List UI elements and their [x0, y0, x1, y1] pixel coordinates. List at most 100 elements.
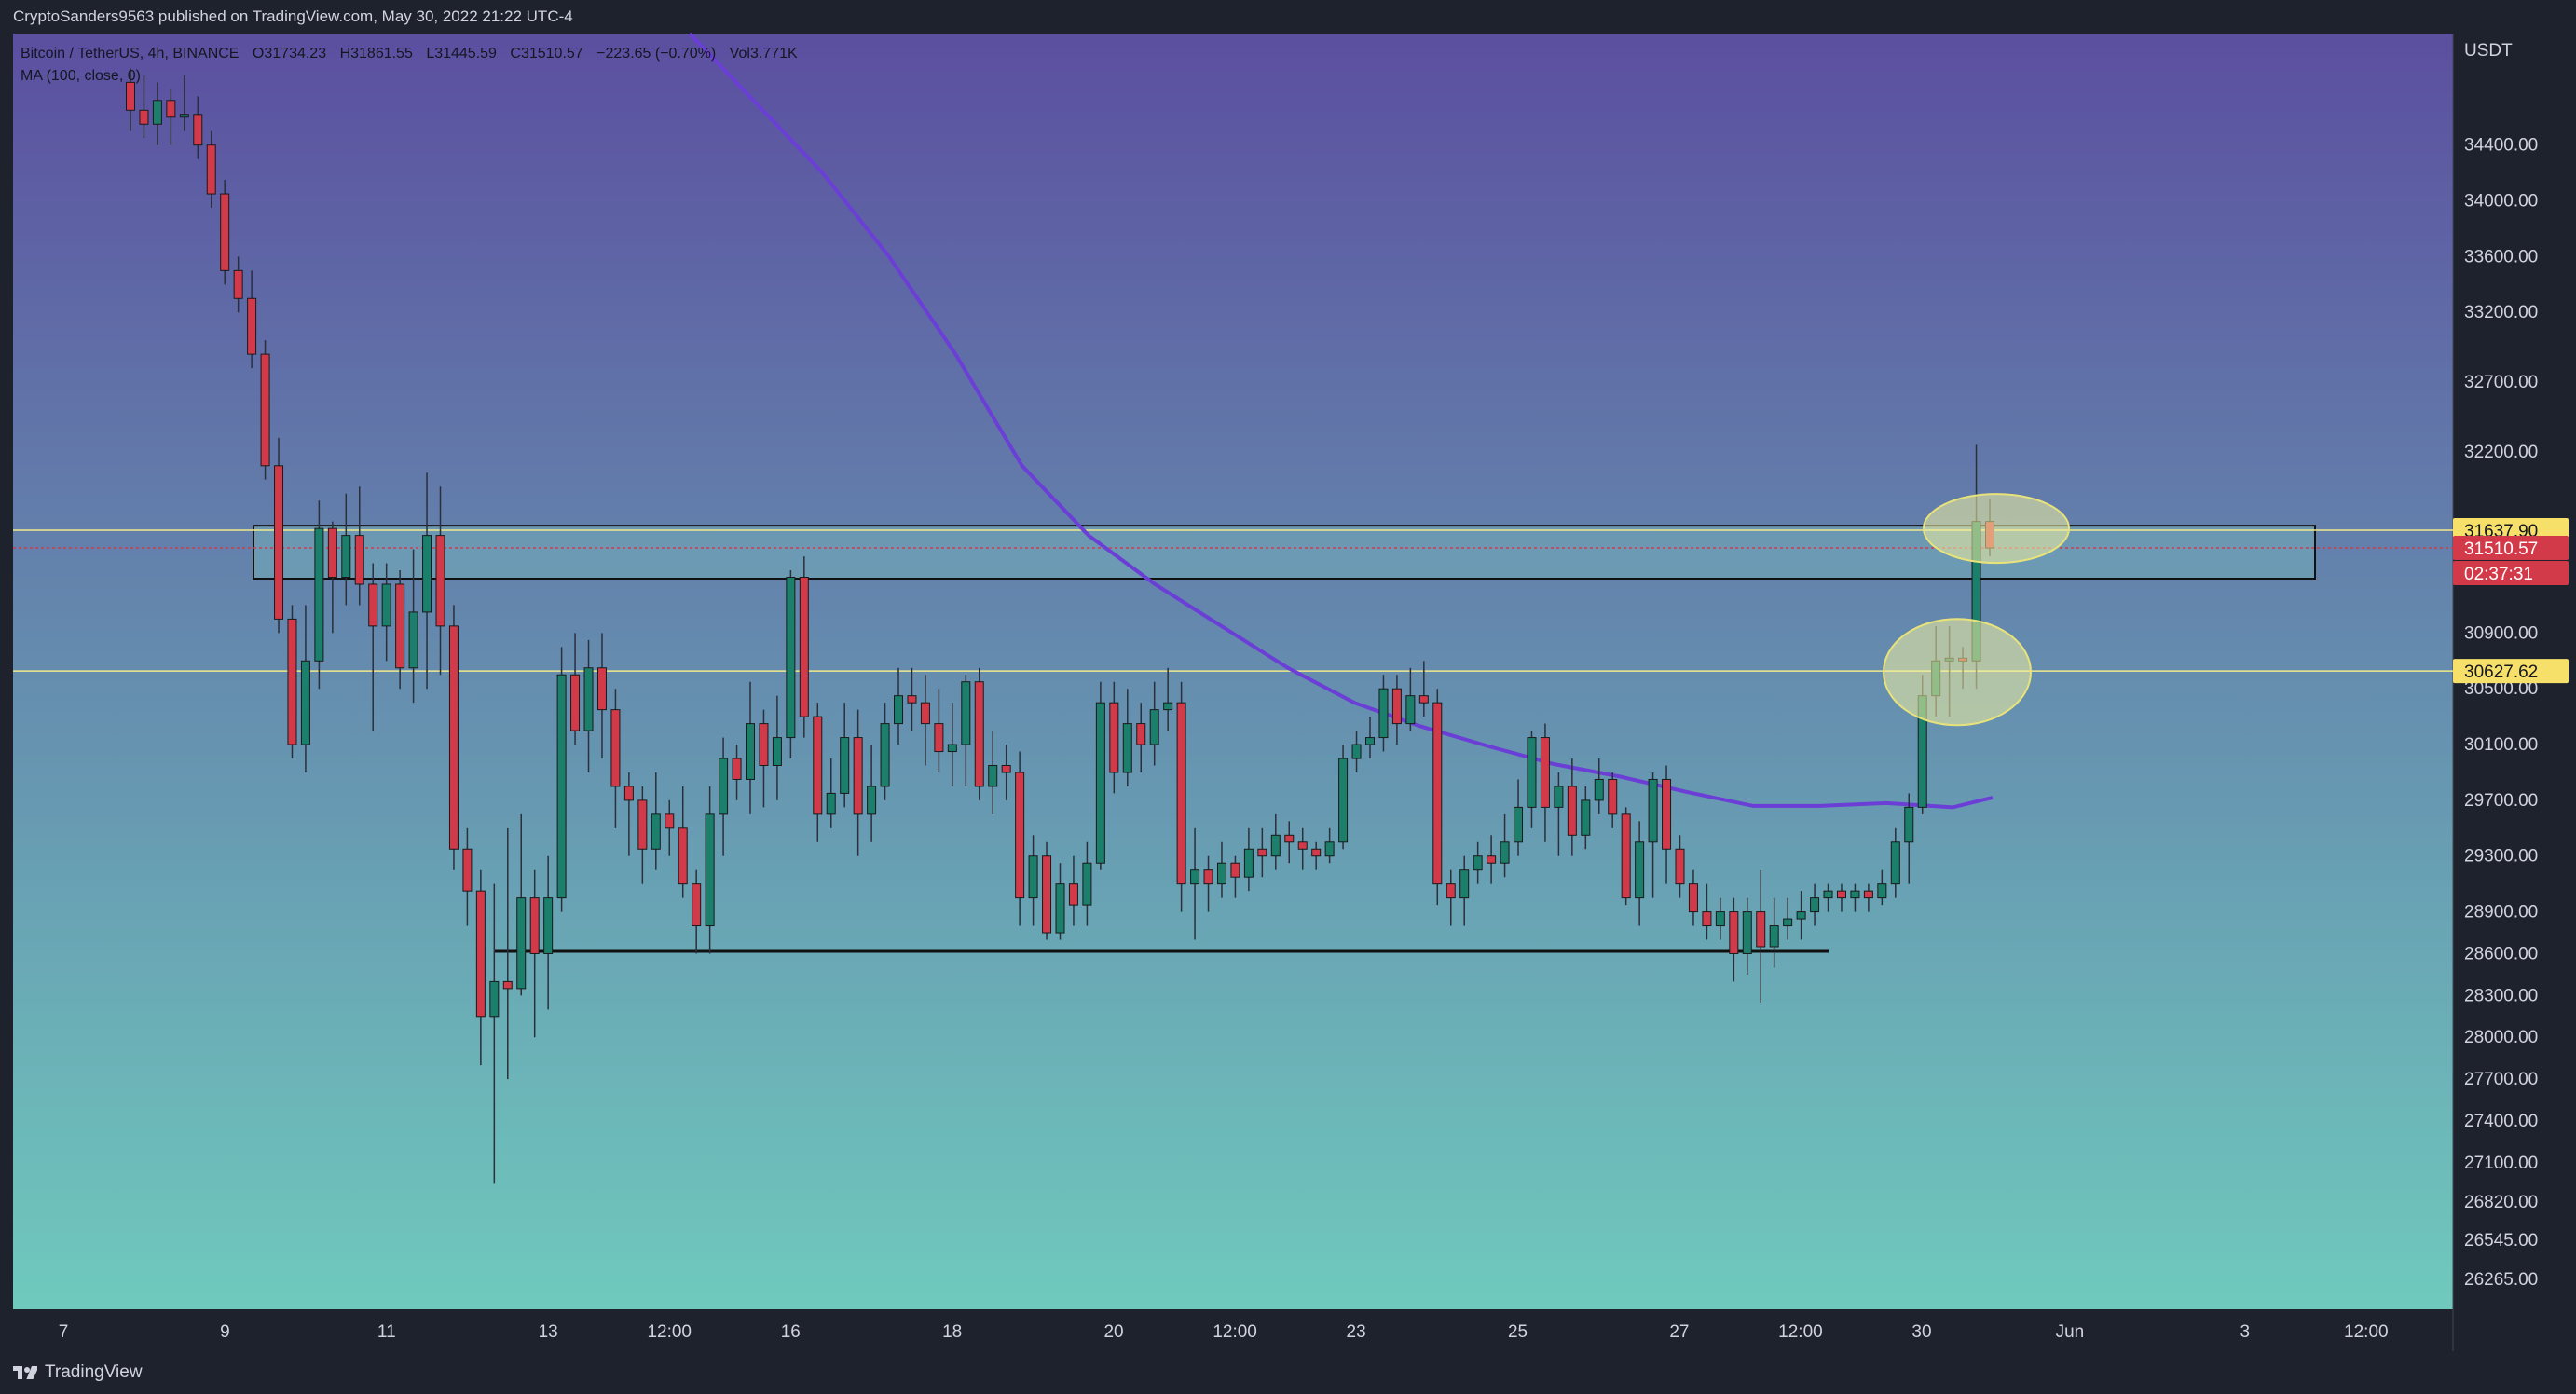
x-tick-label: 12:00 — [1778, 1322, 1823, 1342]
legend-symbol[interactable]: Bitcoin / TetherUS, 4h, BINANCE — [21, 46, 240, 62]
candle-body — [746, 723, 755, 780]
x-tick-label: 16 — [781, 1322, 801, 1342]
candle-body — [651, 813, 661, 850]
candle-body — [1068, 883, 1078, 906]
candle — [583, 639, 594, 772]
candle — [1863, 883, 1873, 912]
candle-body — [1877, 883, 1887, 899]
candle-body — [1796, 911, 1806, 920]
y-tick-label: 26820.00 — [2464, 1193, 2538, 1212]
candle-body — [314, 527, 324, 662]
x-tick-label: 30 — [1911, 1322, 1931, 1342]
x-tick-label: 23 — [1347, 1322, 1366, 1342]
candle — [1163, 667, 1173, 731]
legend-ma[interactable]: MA (100, close, 0) — [21, 68, 141, 84]
candle-body — [1500, 841, 1510, 864]
candle-body — [341, 535, 351, 579]
x-tick-label: Jun — [2056, 1322, 2085, 1342]
candle-body — [1635, 841, 1645, 899]
candle-body — [1095, 702, 1105, 864]
y-tick-label: 27100.00 — [2464, 1154, 2538, 1173]
candle-body — [665, 813, 675, 829]
candle — [705, 786, 715, 954]
candle — [300, 605, 310, 772]
candle — [840, 703, 850, 808]
candle-body — [543, 897, 554, 954]
candle — [1514, 779, 1524, 856]
y-tick-label: 29700.00 — [2464, 791, 2538, 811]
candle-body — [1715, 911, 1725, 927]
price-label: 31510.57 — [2464, 540, 2538, 559]
candle — [1446, 869, 1456, 926]
candle — [1608, 772, 1618, 828]
candle — [1540, 723, 1550, 842]
candle-body — [1230, 862, 1240, 878]
candle — [799, 556, 809, 738]
candle-body — [947, 744, 957, 753]
x-tick-label: 9 — [220, 1322, 230, 1342]
candle-body — [1581, 800, 1591, 836]
candle-body — [1554, 786, 1564, 808]
candle-body — [1405, 695, 1416, 725]
candle — [665, 800, 675, 856]
candle-body — [489, 980, 500, 1018]
candle — [274, 437, 284, 634]
candle — [853, 709, 863, 856]
candle-body — [1810, 897, 1820, 913]
candle — [637, 786, 648, 884]
candle-body — [692, 883, 702, 927]
candle-body — [300, 660, 310, 745]
candle — [1338, 745, 1349, 850]
price-axis-unit: USDT — [2464, 41, 2513, 61]
candle — [1257, 827, 1267, 878]
candle-body — [920, 702, 930, 725]
candle — [1136, 703, 1146, 772]
x-tick-label: 27 — [1669, 1322, 1689, 1342]
candle-body — [772, 737, 782, 766]
candle-body — [287, 618, 297, 745]
tradingview-logo[interactable]: TradingView — [13, 1362, 143, 1383]
y-tick-label: 28600.00 — [2464, 944, 2538, 964]
published-by-text: CryptoSanders9563 published on TradingVi… — [13, 7, 573, 25]
y-tick-label: 26545.00 — [2464, 1231, 2538, 1250]
candle-body — [813, 716, 823, 815]
candle — [1675, 835, 1685, 898]
candle-body — [1338, 758, 1349, 843]
candle-body — [596, 667, 607, 711]
candle-body — [1324, 841, 1335, 857]
candle — [1904, 793, 1914, 884]
candle — [1877, 869, 1887, 906]
y-tick-label: 28000.00 — [2464, 1028, 2538, 1047]
candle-body — [556, 674, 567, 899]
x-tick-label: 12:00 — [1213, 1322, 1257, 1342]
candle-body — [1527, 737, 1537, 808]
candle-body — [1418, 695, 1429, 704]
candle — [1284, 821, 1295, 864]
y-tick-label: 27700.00 — [2464, 1070, 2538, 1089]
candle — [1473, 841, 1483, 884]
candle-body — [247, 297, 257, 355]
candle-body — [1783, 918, 1793, 927]
candle-body — [1459, 869, 1470, 899]
candle — [894, 667, 904, 745]
publish-header: CryptoSanders9563 published on TradingVi… — [0, 0, 2576, 34]
candle — [1324, 827, 1335, 864]
candle-body — [759, 723, 769, 766]
candle-body — [206, 144, 216, 195]
x-tick-label: 7 — [59, 1322, 69, 1342]
x-tick-label: 20 — [1103, 1322, 1123, 1342]
candle-body — [988, 764, 998, 787]
y-tick-label: 28300.00 — [2464, 986, 2538, 1005]
candle-body — [233, 269, 243, 299]
y-tick-label: 30900.00 — [2464, 623, 2538, 643]
price-label-box — [2453, 536, 2569, 561]
candle — [988, 731, 998, 814]
candle — [1028, 835, 1038, 926]
legend-low: L31445.59 — [426, 46, 497, 62]
candle-body — [907, 695, 917, 704]
candle — [462, 827, 473, 926]
highlight-ellipse — [1923, 493, 2070, 565]
candle — [772, 695, 782, 800]
candle — [1405, 667, 1416, 731]
